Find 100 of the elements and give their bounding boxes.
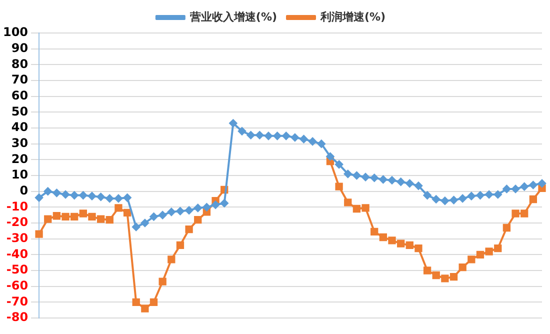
point [335, 182, 343, 190]
point [370, 228, 378, 236]
point [194, 216, 202, 224]
point [344, 170, 352, 178]
point [502, 224, 511, 232]
point [494, 244, 502, 252]
point [114, 204, 122, 212]
point [79, 210, 87, 218]
y-tick-label: -60 [6, 278, 28, 292]
point [35, 230, 43, 238]
y-tick-label: -70 [6, 294, 28, 308]
legend-label: 营业收入增速(%) [188, 10, 277, 24]
point [150, 212, 158, 221]
point [388, 176, 396, 184]
point [35, 194, 44, 202]
point [114, 194, 122, 202]
y-tick-label: 50 [11, 104, 28, 118]
point [335, 160, 344, 168]
y-tick-label: -40 [6, 246, 28, 261]
point [88, 192, 96, 200]
point [282, 132, 290, 140]
point [352, 204, 361, 213]
y-tick-label: 0 [20, 183, 28, 198]
point [96, 192, 105, 201]
point [62, 212, 70, 220]
y-tick-label: 100 [2, 25, 28, 40]
point [185, 226, 193, 234]
point [362, 204, 370, 212]
point [185, 206, 194, 214]
point [414, 244, 422, 252]
y-tick-label: -10 [6, 199, 28, 214]
point [123, 194, 132, 202]
y-tick-label: 70 [11, 72, 28, 87]
point [432, 195, 440, 204]
point [512, 210, 520, 218]
point [520, 210, 528, 218]
point [256, 131, 264, 140]
point [158, 211, 167, 220]
point [396, 240, 405, 248]
point [132, 222, 140, 231]
point [458, 194, 467, 202]
point [467, 192, 476, 200]
point [494, 190, 502, 198]
point [96, 215, 105, 223]
y-tick-label: 90 [11, 40, 28, 55]
point [344, 198, 352, 206]
point [220, 199, 228, 208]
point [388, 236, 396, 244]
point [423, 191, 432, 200]
point [468, 256, 476, 264]
point [476, 191, 484, 200]
point [194, 204, 202, 212]
point [432, 271, 440, 280]
point [176, 241, 184, 249]
point [79, 191, 88, 200]
point [326, 152, 334, 160]
y-tick-label: 10 [11, 168, 28, 182]
y-tick-label: 80 [11, 56, 28, 71]
y-tick-label: 60 [11, 88, 28, 102]
point [88, 212, 96, 220]
point [167, 208, 176, 216]
point [140, 219, 149, 227]
y-tick-label: -20 [6, 215, 28, 230]
point [106, 194, 114, 202]
point [246, 131, 255, 140]
point [44, 215, 52, 223]
point [123, 208, 132, 217]
point [168, 256, 176, 264]
point [300, 135, 308, 144]
point [538, 179, 546, 188]
point [106, 216, 114, 224]
legend-label: 利润增速(%) [320, 10, 386, 24]
point [158, 278, 166, 286]
point [290, 134, 299, 142]
point [406, 179, 414, 188]
point [529, 181, 538, 189]
point [370, 174, 378, 182]
y-tick-label: -50 [6, 262, 28, 277]
point [132, 298, 140, 306]
point [450, 196, 458, 204]
point [352, 172, 361, 180]
point [529, 195, 538, 204]
point [273, 132, 282, 140]
point [450, 273, 458, 281]
point [485, 248, 493, 256]
point [202, 203, 211, 212]
point [229, 119, 238, 128]
point [317, 140, 326, 148]
point [406, 241, 414, 249]
point [52, 188, 61, 197]
point [512, 184, 520, 193]
point [362, 173, 370, 182]
point [52, 212, 61, 220]
point [485, 190, 494, 198]
point [70, 212, 78, 220]
y-tick-label: 20 [11, 152, 28, 166]
point [264, 132, 272, 140]
point [379, 233, 387, 242]
point [62, 190, 70, 198]
point [423, 266, 432, 274]
